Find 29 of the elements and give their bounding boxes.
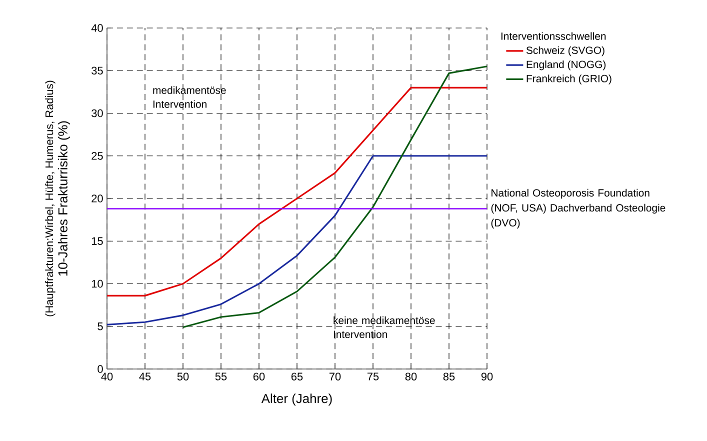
x-tick-label: 45 (139, 372, 151, 380)
x-tick-label: 60 (253, 372, 265, 380)
text: (Hauptfrakturen:Wirbel, Hüfte, Humerus, Radius) (45, 80, 56, 316)
y-axis-title: 10-Jahres Frakturrisiko (%) (58, 121, 70, 276)
y-tick-label: 15 (92, 237, 103, 245)
x-tick-label: 70 (329, 372, 341, 380)
ref-line-label: National Osteoporosis Foundation (NOF, USA) Dachverband Osteologie (DVO) (491, 188, 666, 229)
legend-label: England (NOGG) (526, 60, 606, 70)
y-tick-label: 30 (92, 109, 103, 118)
x-tick-label: 65 (291, 372, 303, 380)
legend-title: Interventionsschwellen (501, 32, 606, 40)
y-tick-label: 40 (91, 24, 103, 32)
y-tick-label: 35 (92, 66, 103, 75)
y-tick-label: 5 (98, 322, 103, 330)
y-tick-label: 10 (92, 280, 103, 288)
y-tick-label: 20 (92, 194, 103, 202)
x-tick-label: 80 (405, 372, 417, 380)
annotation: keine medikamentöse Intervention (334, 316, 435, 338)
x-axis-title: Alter (Jahre) (261, 394, 332, 406)
x-tick-label: 55 (215, 372, 227, 380)
annotation: medikamentöse Intervention (153, 86, 226, 108)
x-tick-label: 75 (367, 372, 379, 380)
y-tick-label: 0 (98, 365, 103, 373)
legend-label: Frankreich (GRIO) (526, 74, 612, 84)
x-tick-label: 85 (443, 372, 455, 380)
legend-label: Schweiz (SVGO) (526, 46, 604, 56)
x-tick-label: 90 (481, 372, 493, 380)
x-tick-label: 50 (177, 372, 189, 380)
y-tick-label: 25 (92, 152, 103, 160)
